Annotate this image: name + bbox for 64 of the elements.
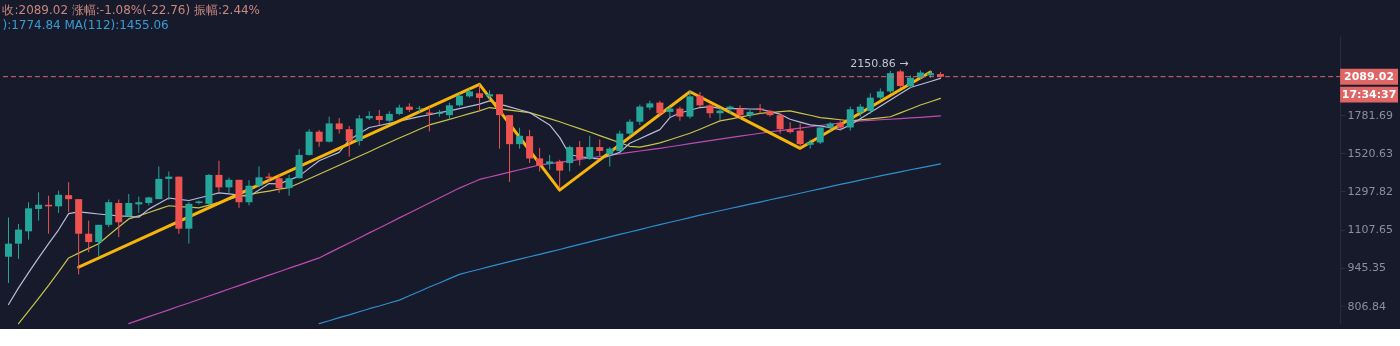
candlestick — [215, 160, 223, 193]
candlestick — [496, 93, 504, 150]
annotation: 2150.86 → — [850, 56, 909, 70]
candlestick — [155, 165, 163, 200]
candlestick — [15, 223, 23, 260]
candlestick — [195, 199, 203, 205]
candlestick — [345, 125, 353, 158]
candlestick — [866, 92, 874, 115]
candlestick — [275, 174, 283, 194]
candlestick — [225, 177, 233, 194]
candlestick — [516, 127, 524, 150]
candlestick — [5, 216, 13, 284]
candlestick — [566, 145, 574, 172]
candlestick — [285, 174, 293, 197]
candlestick — [355, 114, 363, 147]
candlestick — [105, 199, 113, 228]
candlestick — [786, 121, 794, 135]
candlestick — [796, 123, 804, 148]
candlestick — [606, 146, 614, 167]
candlestick — [746, 109, 754, 119]
y-tick-label: 1520.63 — [1347, 146, 1393, 160]
candlestick — [886, 70, 894, 94]
chart-subtitle: ):1774.84 MA(112):1455.06 — [2, 18, 169, 33]
candlestick — [726, 104, 734, 115]
candlestick — [736, 104, 744, 120]
y-tick-label: 806.84 — [1347, 299, 1387, 313]
candlestick — [235, 179, 243, 209]
candlestick — [35, 191, 43, 222]
ref-line-label: 2089.02 — [1344, 69, 1395, 83]
candlestick — [95, 224, 103, 258]
line-series — [77, 70, 932, 269]
candlestick — [295, 148, 303, 179]
candlestick — [636, 104, 644, 126]
candlestick — [896, 69, 904, 89]
candlestick — [556, 159, 564, 189]
candlestick — [255, 165, 263, 188]
candlestick — [616, 130, 624, 153]
chart-title: 收:2089.02 涨幅:-1.08%(-22.76) 振幅:2.44% — [2, 3, 260, 18]
candlestick — [526, 129, 534, 164]
y-tick-label: 945.35 — [1347, 261, 1387, 275]
candlestick — [686, 90, 694, 120]
candlestick — [85, 220, 93, 253]
candlestick — [325, 116, 333, 143]
candlestick — [846, 106, 854, 132]
candlestick — [55, 190, 63, 214]
line-series — [7, 77, 942, 306]
candlestick — [776, 113, 784, 135]
y-tick-label: 1107.65 — [1347, 223, 1393, 237]
candlestick — [115, 199, 123, 238]
candlestick — [475, 83, 483, 112]
candlestick — [125, 193, 133, 218]
text: 17:34:37 — [1341, 87, 1397, 101]
line-series — [318, 163, 942, 325]
candlestick — [65, 181, 73, 213]
candlestick — [586, 135, 594, 161]
candlestick — [576, 140, 584, 167]
candlestick — [536, 147, 544, 172]
y-tick-label: 1297.82 — [1347, 184, 1393, 198]
candlestick — [25, 201, 33, 241]
candlestick — [245, 179, 253, 206]
candlestick — [305, 128, 313, 157]
line-series — [128, 115, 942, 325]
y-tick-label: 1781.69 — [1347, 108, 1393, 122]
candlestick — [666, 106, 674, 118]
